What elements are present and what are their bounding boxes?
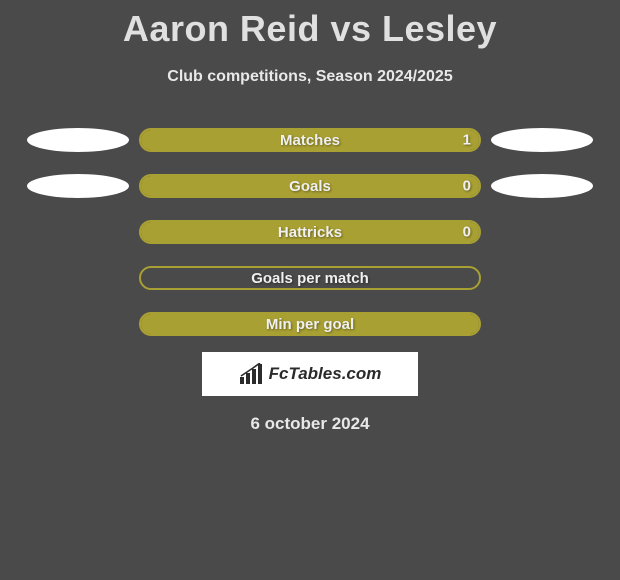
stat-label: Hattricks bbox=[278, 224, 342, 241]
date-text: 6 october 2024 bbox=[0, 414, 620, 434]
right-ellipse bbox=[491, 174, 593, 198]
stat-row: Goals per match bbox=[0, 266, 620, 290]
right-ellipse bbox=[491, 128, 593, 152]
stat-pill: Goals 0 bbox=[139, 174, 481, 198]
subtitle: Club competitions, Season 2024/2025 bbox=[0, 68, 620, 86]
right-ellipse bbox=[491, 220, 593, 244]
stat-right-value: 0 bbox=[463, 178, 471, 195]
left-ellipse bbox=[27, 128, 129, 152]
right-ellipse bbox=[491, 312, 593, 336]
stat-row: Matches 1 bbox=[0, 128, 620, 152]
right-ellipse bbox=[491, 266, 593, 290]
left-ellipse bbox=[27, 312, 129, 336]
stat-label: Goals per match bbox=[251, 270, 369, 287]
stat-pill: Matches 1 bbox=[139, 128, 481, 152]
stat-label: Min per goal bbox=[266, 316, 354, 333]
brand-text: FcTables.com bbox=[269, 364, 382, 384]
stat-pill: Min per goal bbox=[139, 312, 481, 336]
brand-badge[interactable]: FcTables.com bbox=[202, 352, 418, 396]
page-title: Aaron Reid vs Lesley bbox=[0, 0, 620, 50]
stat-pill: Hattricks 0 bbox=[139, 220, 481, 244]
left-ellipse bbox=[27, 220, 129, 244]
stat-label: Matches bbox=[280, 132, 340, 149]
bar-chart-icon bbox=[239, 363, 265, 385]
left-ellipse bbox=[27, 174, 129, 198]
stat-pill: Goals per match bbox=[139, 266, 481, 290]
stat-row: Min per goal bbox=[0, 312, 620, 336]
stat-right-value: 1 bbox=[463, 132, 471, 149]
stat-row: Hattricks 0 bbox=[0, 220, 620, 244]
stat-label: Goals bbox=[289, 178, 331, 195]
stat-right-value: 0 bbox=[463, 224, 471, 241]
stat-row: Goals 0 bbox=[0, 174, 620, 198]
left-ellipse bbox=[27, 266, 129, 290]
stats-rows: Matches 1 Goals 0 Hattricks 0 Goals per match M… bbox=[0, 128, 620, 336]
